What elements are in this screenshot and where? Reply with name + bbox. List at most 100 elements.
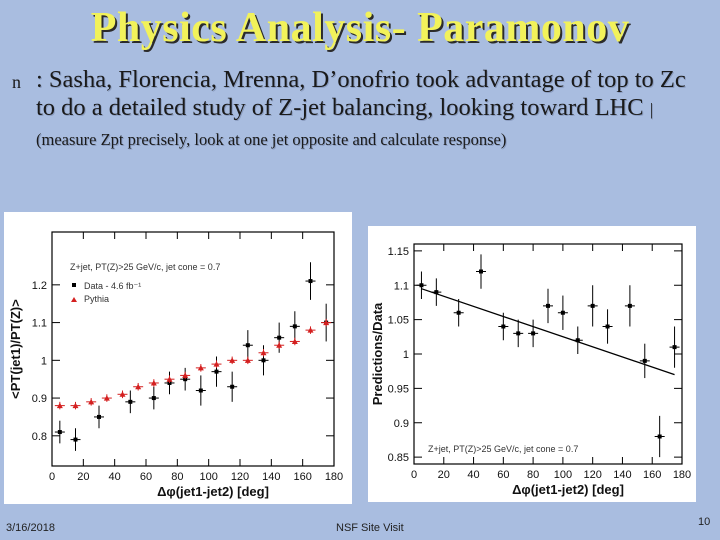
- bullet-main-text: : Sasha, Florencia, Mrenna, D’onofrio to…: [36, 66, 686, 121]
- chart-2-x-tick-label: 20: [438, 469, 450, 481]
- chart-2-y-tick-label: 0.85: [388, 452, 409, 464]
- chart-2-point-square: [657, 434, 662, 439]
- chart-2-point-square: [627, 303, 632, 308]
- left-chart: 0 20 40 60 80 100 120 140 160 180 0.8 0.9 1 1.1 1.2 Δφ(…: [8, 231, 343, 499]
- chart-1-point-square: [151, 396, 156, 401]
- chart-2-point-square: [434, 290, 439, 295]
- chart-1-point-triangle: [88, 398, 95, 405]
- chart-1-point-triangle: [182, 372, 189, 378]
- chart-1-point-square: [308, 279, 313, 284]
- chart-1-point-triangle: [291, 338, 298, 344]
- chart-2-y-tick-label: 1.05: [388, 315, 409, 327]
- chart-1-y-tick-label: 1.1: [32, 318, 47, 330]
- chart-1-point-triangle: [229, 357, 236, 363]
- chart-2-point-square: [605, 324, 610, 329]
- chart-1-x-tick-label: 60: [140, 471, 152, 483]
- chart-1-x-tick-label: 0: [49, 471, 55, 483]
- chart-2-point-square: [479, 269, 483, 274]
- chart-1-legend-marker-pythia: [71, 297, 77, 302]
- chart-2-x-tick-label: 180: [673, 469, 691, 481]
- chart-2-point-square: [419, 283, 424, 288]
- chart-2-annotation: Z+jet, PT(Z)>25 GeV/c, jet cone = 0.7: [428, 444, 578, 454]
- chart-2-point-square: [516, 331, 521, 336]
- chart-1-point-triangle: [307, 327, 314, 333]
- chart-1-point-triangle: [244, 357, 251, 363]
- chart-1-point-square: [245, 343, 250, 348]
- chart-1-point-triangle: [72, 402, 79, 409]
- chart-2-y-tick-label: 0.9: [394, 418, 409, 430]
- chart-1-frame: [51, 231, 335, 467]
- right-chart: 0 20 40 60 80 100 120 140 160 180 0.85 0.9 0.95 1 1.05…: [370, 243, 691, 497]
- chart-1-point-square: [128, 399, 133, 404]
- chart-2-x-axis-title: Δφ(jet1-jet2) [deg]: [512, 482, 624, 497]
- chart-1-x-axis-title: Δφ(jet1-jet2) [deg]: [157, 484, 269, 499]
- chart-2-x-tick-label: 160: [643, 469, 661, 481]
- left-chart-panel: 0 20 40 60 80 100 120 140 160 180 0.8 0.9 1 1.1 1.2 Δφ(…: [4, 212, 352, 504]
- chart-2-x-tick-label: 60: [497, 469, 509, 481]
- chart-1-x-tick-label: 20: [77, 471, 89, 483]
- chart-2-point-square: [672, 345, 677, 350]
- chart-1-point-square: [230, 384, 235, 389]
- chart-2-x-tick-label: 0: [411, 469, 417, 481]
- bullet-note-text: | (measure Zpt precisely, look at one je…: [36, 100, 654, 149]
- chart-2-x-tick-label: 100: [554, 469, 572, 481]
- chart-1-point-square: [57, 430, 62, 435]
- right-chart-panel: 0 20 40 60 80 100 120 140 160 180 0.85 0.9 0.95 1 1.05…: [368, 226, 696, 502]
- chart-2-point-square: [546, 303, 550, 308]
- chart-2-fit-line: [421, 288, 675, 376]
- chart-1-point-triangle: [276, 342, 283, 348]
- chart-2-point-square: [642, 358, 647, 363]
- chart-1-point-square: [73, 437, 78, 442]
- chart-2-x-tick-label: 40: [467, 469, 479, 481]
- chart-1-y-tick-label: 1.2: [32, 280, 47, 292]
- bullet-icon: n: [12, 72, 21, 92]
- chart-2-point-square: [531, 331, 536, 336]
- chart-1-point-triangle: [56, 402, 63, 409]
- chart-2-x-tick-label: 120: [583, 469, 601, 481]
- chart-1-point-triangle: [119, 391, 126, 397]
- chart-1-point-square: [261, 358, 266, 363]
- chart-1-point-square: [277, 335, 282, 340]
- chart-1-point-square: [198, 388, 203, 393]
- chart-1-y-axis-title: <PT(jet1)/PT(Z)>: [8, 299, 23, 399]
- chart-1-x-tick-label: 120: [231, 471, 249, 483]
- chart-1-point-triangle: [323, 319, 330, 326]
- chart-1-point-triangle: [197, 364, 204, 371]
- chart-1-x-tick-label: 140: [262, 471, 280, 483]
- chart-1-legend-label-data: Data - 4.6 fb⁻¹: [84, 281, 141, 291]
- chart-1-x-tick-label: 100: [199, 471, 217, 483]
- chart-1-annotation: Z+jet, PT(Z)>25 GeV/c, jet cone = 0.7: [70, 262, 220, 272]
- footer-page-number: 10: [698, 516, 711, 528]
- chart-2-point-square: [501, 324, 506, 329]
- footer-title: NSF Site Visit: [336, 522, 404, 534]
- chart-2-x-tick-label: 80: [527, 469, 539, 481]
- chart-1-point-triangle: [213, 361, 220, 367]
- chart-1-point-square: [97, 414, 101, 419]
- chart-2-y-axis-title: Predictions/Data: [370, 302, 385, 405]
- chart-1-point-triangle: [103, 395, 110, 401]
- chart-1-legend-label-pythia: Pythia: [84, 294, 109, 304]
- chart-1-x-tick-label: 80: [171, 471, 183, 483]
- chart-2-x-tick-label: 140: [613, 469, 631, 481]
- chart-1-point-triangle: [166, 376, 173, 382]
- chart-2-y-tick-label: 1: [403, 349, 409, 361]
- chart-1-point-square: [214, 369, 219, 374]
- chart-1-y-tick-label: 0.9: [32, 393, 47, 405]
- chart-1-point-triangle: [135, 383, 142, 390]
- chart-1-x-tick-label: 40: [109, 471, 121, 483]
- chart-1-y-tick-label: 1: [41, 355, 47, 367]
- chart-1-legend-marker-data: [72, 283, 76, 287]
- chart-1-point-triangle: [260, 349, 267, 356]
- chart-2-y-tick-label: 1.1: [394, 280, 409, 292]
- slide-title: Physics Analysis- Paramonov: [90, 5, 630, 51]
- chart-1-point-square: [292, 324, 297, 329]
- chart-2-point-square: [560, 310, 565, 315]
- chart-1-y-tick-label: 0.8: [32, 431, 47, 443]
- footer-date: 3/16/2018: [6, 522, 55, 534]
- chart-2-point-square: [575, 338, 580, 343]
- chart-1-x-tick-label: 160: [293, 471, 311, 483]
- chart-1-point-triangle: [150, 379, 157, 386]
- chart-2-point-square: [456, 310, 461, 315]
- chart-1-x-tick-label: 180: [325, 471, 343, 483]
- chart-2-point-square: [590, 303, 595, 308]
